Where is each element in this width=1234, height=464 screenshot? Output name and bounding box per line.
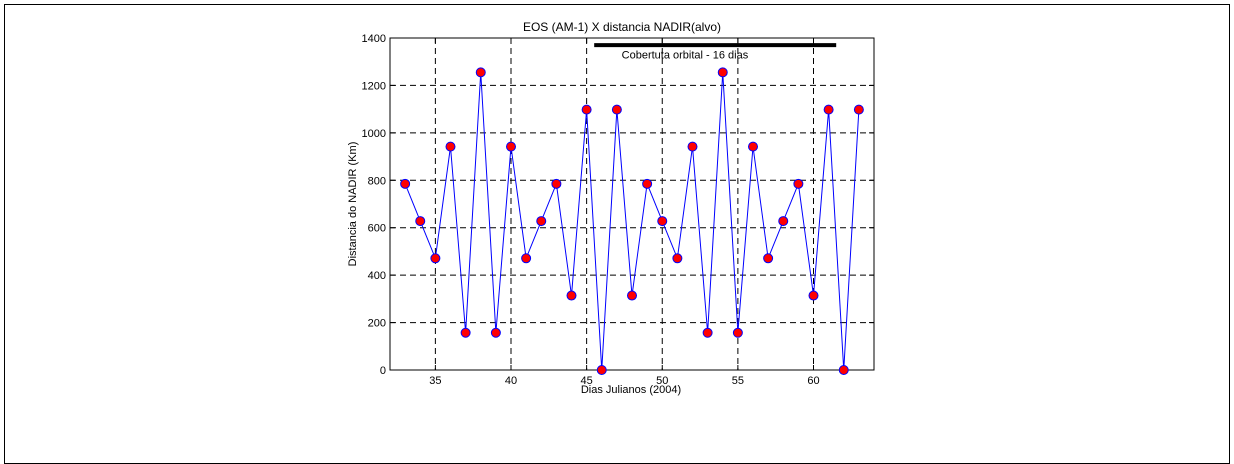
x-axis-label: Dias Julianos (2004) (581, 384, 681, 396)
data-point (732, 327, 743, 338)
data-point (445, 141, 456, 152)
x-tick-label: 40 (505, 375, 517, 387)
data-point (490, 327, 501, 338)
data-point (778, 216, 789, 227)
data-point (596, 365, 607, 375)
data-point (551, 178, 562, 189)
data-point (717, 67, 728, 78)
y-tick-label: 400 (368, 270, 386, 282)
coverage-label: Cobertuta orbital - 16 dias (622, 50, 749, 62)
x-tick-label: 50 (656, 375, 668, 387)
y-tick-label: 1400 (362, 33, 386, 45)
data-point (521, 253, 532, 264)
data-point (460, 327, 471, 338)
data-point (536, 216, 547, 227)
y-tick-label: 1000 (362, 128, 386, 140)
data-point (853, 104, 864, 115)
chart-title: EOS (AM-1) X distancia NADIR(alvo) (523, 20, 721, 34)
x-tick-label: 35 (429, 375, 441, 387)
data-point (430, 253, 441, 264)
x-tick-label: 55 (732, 375, 744, 387)
y-tick-label: 0 (380, 365, 386, 377)
data-point (763, 253, 774, 264)
y-tick-label: 200 (368, 318, 386, 330)
x-tick-label: 60 (807, 375, 819, 387)
grid-lines (390, 38, 874, 370)
coverage-annotation: Cobertuta orbital - 16 dias (594, 43, 837, 62)
y-tick-label: 1200 (362, 80, 386, 92)
data-point (627, 290, 637, 301)
data-point (506, 141, 516, 152)
data-point (475, 67, 486, 78)
data-point (611, 104, 622, 115)
data-point (808, 290, 819, 301)
data-point (657, 216, 668, 227)
data-point (672, 253, 683, 264)
y-tick-label: 800 (368, 175, 386, 187)
data-series (400, 67, 864, 375)
data-point (642, 178, 653, 189)
y-axis-label: Distancia do NADIR (Km) (347, 142, 359, 267)
data-point (566, 290, 577, 301)
y-tick-label: 600 (368, 223, 386, 235)
data-point (702, 327, 713, 338)
chart: EOS (AM-1) X distancia NADIR(alvo) 35 40 4… (347, 20, 875, 396)
plot-area (389, 37, 875, 371)
data-point (748, 141, 758, 152)
data-point (838, 365, 849, 375)
data-point (793, 178, 804, 189)
data-point (400, 178, 411, 189)
data-point (581, 104, 592, 115)
x-tick-label: 45 (581, 375, 593, 387)
data-point (415, 216, 426, 227)
data-point (823, 104, 834, 115)
data-point (687, 141, 698, 152)
